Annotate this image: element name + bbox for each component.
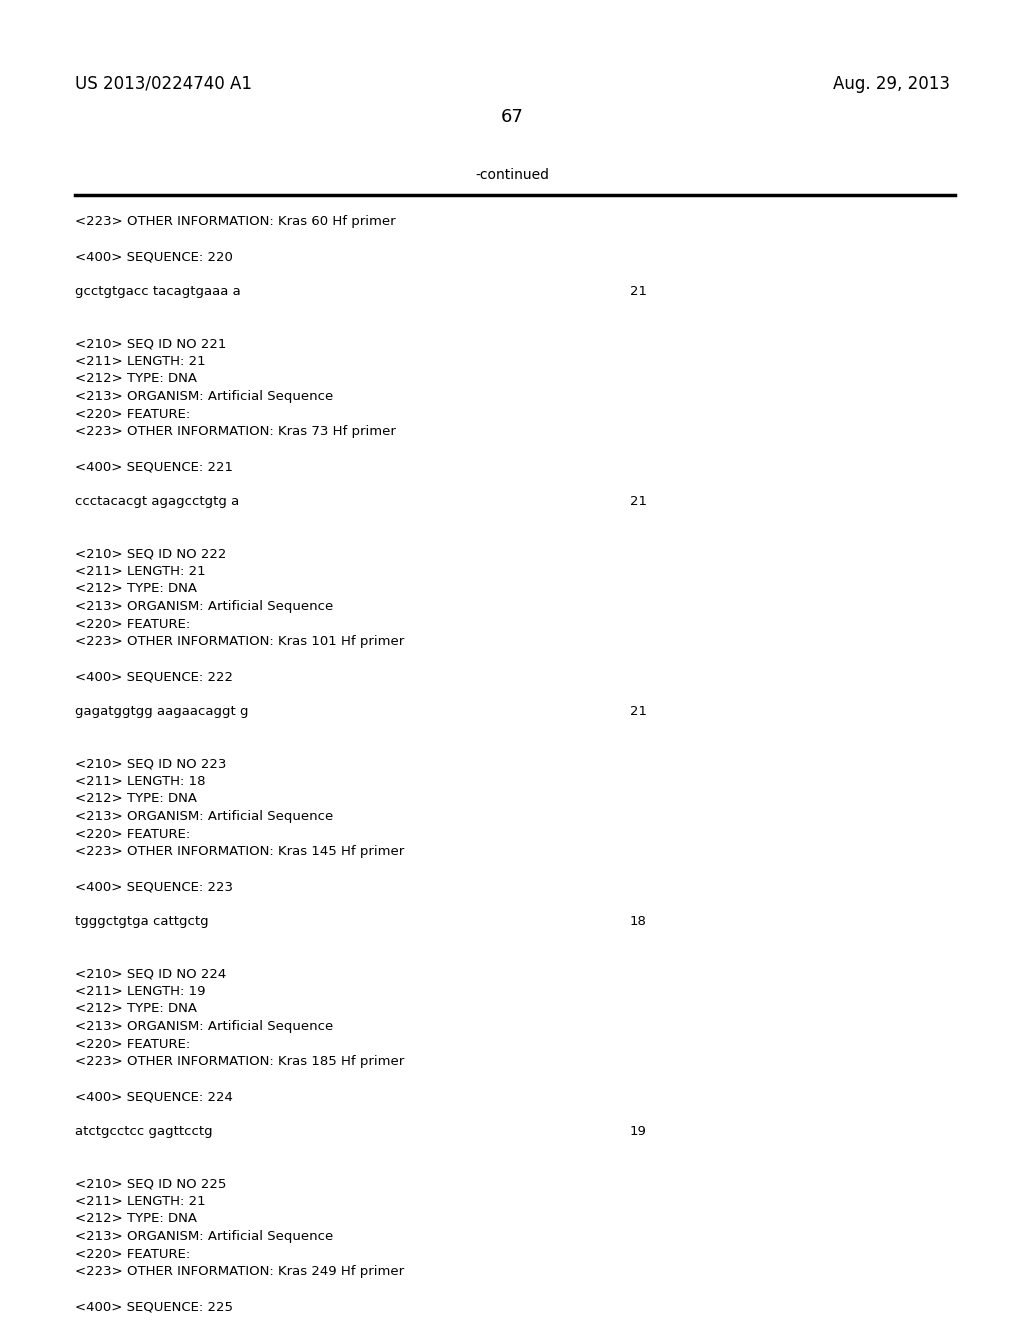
Text: gagatggtgg aagaacaggt g: gagatggtgg aagaacaggt g [75,705,249,718]
Text: <213> ORGANISM: Artificial Sequence: <213> ORGANISM: Artificial Sequence [75,810,333,822]
Text: <211> LENGTH: 21: <211> LENGTH: 21 [75,355,206,368]
Text: <220> FEATURE:: <220> FEATURE: [75,1038,190,1051]
Text: <211> LENGTH: 19: <211> LENGTH: 19 [75,985,206,998]
Text: gcctgtgacc tacagtgaaa a: gcctgtgacc tacagtgaaa a [75,285,241,298]
Text: <210> SEQ ID NO 221: <210> SEQ ID NO 221 [75,338,226,351]
Text: <211> LENGTH: 18: <211> LENGTH: 18 [75,775,206,788]
Text: <223> OTHER INFORMATION: Kras 185 Hf primer: <223> OTHER INFORMATION: Kras 185 Hf pri… [75,1055,404,1068]
Text: <223> OTHER INFORMATION: Kras 60 Hf primer: <223> OTHER INFORMATION: Kras 60 Hf prim… [75,215,395,228]
Text: 19: 19 [630,1125,647,1138]
Text: <400> SEQUENCE: 220: <400> SEQUENCE: 220 [75,249,232,263]
Text: <210> SEQ ID NO 222: <210> SEQ ID NO 222 [75,548,226,561]
Text: Aug. 29, 2013: Aug. 29, 2013 [833,75,950,92]
Text: <400> SEQUENCE: 221: <400> SEQUENCE: 221 [75,459,233,473]
Text: <212> TYPE: DNA: <212> TYPE: DNA [75,1213,197,1225]
Text: 67: 67 [501,108,523,125]
Text: <212> TYPE: DNA: <212> TYPE: DNA [75,372,197,385]
Text: <400> SEQUENCE: 223: <400> SEQUENCE: 223 [75,880,233,894]
Text: 21: 21 [630,285,647,298]
Text: <400> SEQUENCE: 222: <400> SEQUENCE: 222 [75,671,233,682]
Text: 18: 18 [630,915,647,928]
Text: atctgcctcc gagttcctg: atctgcctcc gagttcctg [75,1125,213,1138]
Text: <212> TYPE: DNA: <212> TYPE: DNA [75,582,197,595]
Text: <211> LENGTH: 21: <211> LENGTH: 21 [75,1195,206,1208]
Text: 21: 21 [630,495,647,508]
Text: <220> FEATURE:: <220> FEATURE: [75,618,190,631]
Text: <213> ORGANISM: Artificial Sequence: <213> ORGANISM: Artificial Sequence [75,1230,333,1243]
Text: <210> SEQ ID NO 225: <210> SEQ ID NO 225 [75,1177,226,1191]
Text: ccctacacgt agagcctgtg a: ccctacacgt agagcctgtg a [75,495,240,508]
Text: <212> TYPE: DNA: <212> TYPE: DNA [75,1002,197,1015]
Text: <223> OTHER INFORMATION: Kras 249 Hf primer: <223> OTHER INFORMATION: Kras 249 Hf pri… [75,1265,404,1278]
Text: US 2013/0224740 A1: US 2013/0224740 A1 [75,75,252,92]
Text: <223> OTHER INFORMATION: Kras 73 Hf primer: <223> OTHER INFORMATION: Kras 73 Hf prim… [75,425,396,438]
Text: <220> FEATURE:: <220> FEATURE: [75,1247,190,1261]
Text: <223> OTHER INFORMATION: Kras 101 Hf primer: <223> OTHER INFORMATION: Kras 101 Hf pri… [75,635,404,648]
Text: -continued: -continued [475,168,549,182]
Text: 21: 21 [630,705,647,718]
Text: tgggctgtga cattgctg: tgggctgtga cattgctg [75,915,209,928]
Text: <210> SEQ ID NO 223: <210> SEQ ID NO 223 [75,758,226,771]
Text: <211> LENGTH: 21: <211> LENGTH: 21 [75,565,206,578]
Text: <400> SEQUENCE: 224: <400> SEQUENCE: 224 [75,1090,232,1104]
Text: <223> OTHER INFORMATION: Kras 145 Hf primer: <223> OTHER INFORMATION: Kras 145 Hf pri… [75,845,404,858]
Text: <210> SEQ ID NO 224: <210> SEQ ID NO 224 [75,968,226,981]
Text: <213> ORGANISM: Artificial Sequence: <213> ORGANISM: Artificial Sequence [75,601,333,612]
Text: <213> ORGANISM: Artificial Sequence: <213> ORGANISM: Artificial Sequence [75,389,333,403]
Text: <220> FEATURE:: <220> FEATURE: [75,408,190,421]
Text: <220> FEATURE:: <220> FEATURE: [75,828,190,841]
Text: <400> SEQUENCE: 225: <400> SEQUENCE: 225 [75,1300,233,1313]
Text: <213> ORGANISM: Artificial Sequence: <213> ORGANISM: Artificial Sequence [75,1020,333,1034]
Text: <212> TYPE: DNA: <212> TYPE: DNA [75,792,197,805]
